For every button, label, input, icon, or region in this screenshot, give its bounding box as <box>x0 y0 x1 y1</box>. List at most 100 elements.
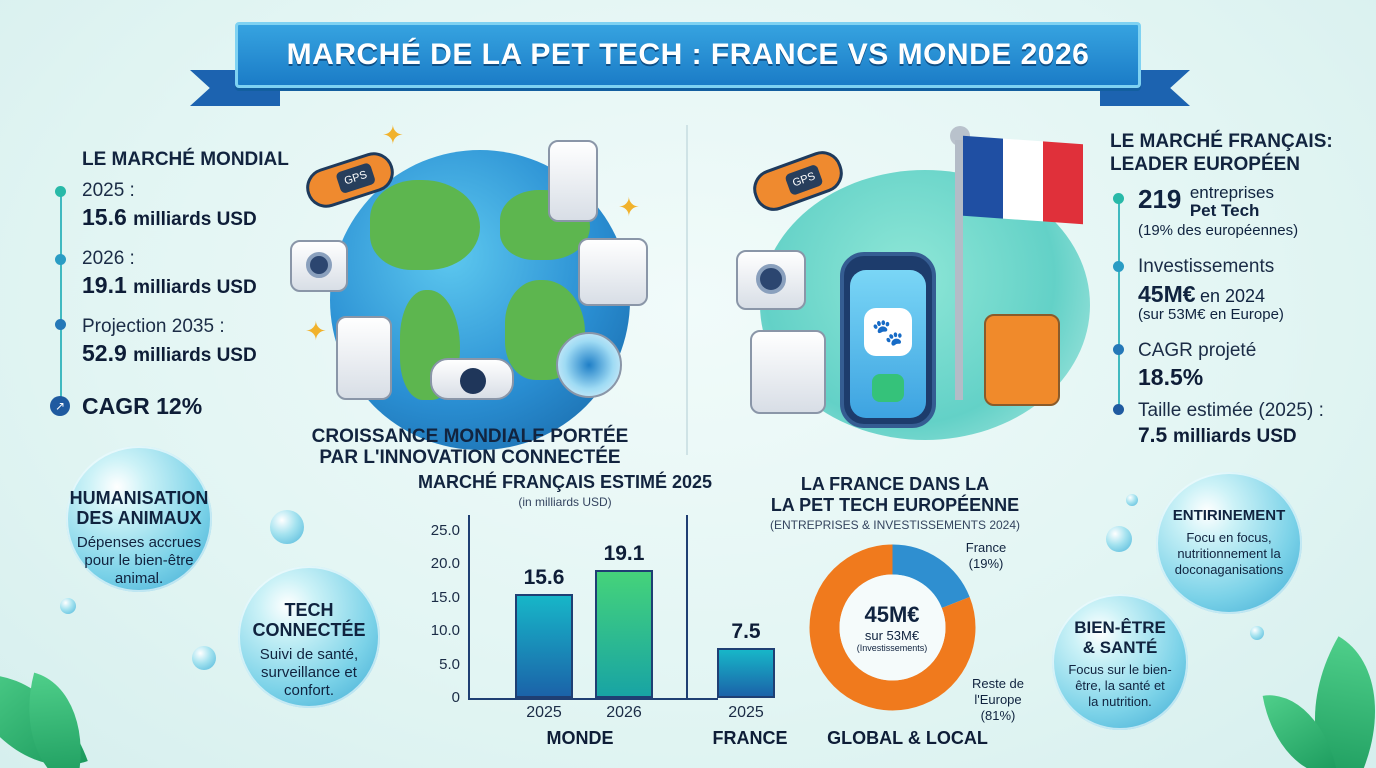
gps-tag: GPS <box>335 162 377 195</box>
paw-icon: 🐾 <box>864 308 912 356</box>
smart-display-icon <box>578 238 648 306</box>
companies-label: entreprises Pet Tech <box>1190 184 1274 220</box>
title-line: LA PET TECH EUROPÉENNE <box>770 495 1020 515</box>
wifi-hub-icon <box>556 332 622 398</box>
camera-icon <box>736 250 806 310</box>
x-tick-label: 2026 <box>606 704 642 721</box>
heading-line: LE MARCHÉ FRANÇAIS: <box>1110 131 1333 152</box>
group-label-monde: MONDE <box>546 728 614 748</box>
bubble-title: BIEN-ÊTRE <box>1074 618 1166 637</box>
center-line: (Investissements) <box>856 643 928 653</box>
x-tick-label: 2025 <box>526 704 562 721</box>
world-year-2026-label: 2026 : <box>82 248 135 269</box>
bar-chart-title: MARCHÉ FRANÇAIS ESTIMÉ 2025 <box>417 472 713 492</box>
decor-bubble <box>1126 494 1138 506</box>
donut-chart-subtitle: (ENTREPRISES & INVESTISSEMENTS 2024) <box>769 518 1021 532</box>
decor-bubble <box>192 646 216 670</box>
decor-bubble <box>60 598 76 614</box>
bubble-title: HUMANISATION <box>69 488 209 508</box>
slice-rest-of-europe <box>809 544 976 711</box>
bienetre-bubble: BIEN-ÊTRE & SANTÉ Focus sur le bien- êtr… <box>1052 594 1188 730</box>
page-title: MARCHÉ DE LA PET TECH : FRANCE VS MONDE … <box>286 38 1090 71</box>
feeder-icon <box>548 140 598 222</box>
y-tick-label: 25.0 <box>430 522 460 539</box>
bar-monde-2026 <box>595 570 653 698</box>
desc-line: Focu en focus, <box>1186 530 1272 545</box>
investment-note: (sur 53M€ en Europe) <box>1138 306 1284 323</box>
world-cagr: CAGR 12% <box>82 393 203 419</box>
value-number: 45M€ <box>1138 281 1196 307</box>
world-timeline <box>60 190 62 400</box>
france-companies: 219 entreprises Pet Tech <box>1138 184 1274 220</box>
world-market-heading: LE MARCHÉ MONDIAL <box>82 149 289 170</box>
french-flag <box>963 135 1083 225</box>
desc-line: surveillance et <box>261 664 357 681</box>
x-axis <box>468 698 718 700</box>
donut-chart <box>809 544 976 711</box>
humanisation-bubble: HUMANISATION DES ANIMAUX Dépenses accrue… <box>66 446 212 592</box>
value-number: 19.1 <box>82 272 127 298</box>
y-tick-label: 10.0 <box>430 622 460 640</box>
trend-up-icon: ↗ <box>50 396 70 416</box>
world-2026-value: 19.1 milliards USD <box>82 272 257 299</box>
decor-bubble <box>1250 626 1264 640</box>
decor-bubble <box>270 510 304 544</box>
label-line: entreprises <box>1189 183 1274 202</box>
donut-hole <box>839 574 946 681</box>
value-unit: milliards USD <box>133 209 257 230</box>
desc-line: être, la santé et <box>1075 678 1165 693</box>
pet-camera-icon <box>430 358 514 400</box>
value-unit: milliards USD <box>133 345 257 366</box>
center-value: 45M€ <box>864 602 920 627</box>
caption-line: CROISSANCE MONDIALE PORTÉE <box>311 426 629 447</box>
timeline-dot <box>1113 193 1124 204</box>
timeline-dot <box>1113 261 1124 272</box>
label-line: l'Europe <box>974 692 1022 707</box>
desc-line: doconaganisations <box>1174 562 1284 577</box>
chart-separator <box>686 515 688 698</box>
world-2025-value: 15.6 milliards USD <box>82 204 257 231</box>
world-year-2025-label: 2025 : <box>82 180 135 201</box>
center-line: sur 53M€ <box>864 628 920 643</box>
france-market-heading: LE MARCHÉ FRANÇAIS: LEADER EUROPÉEN <box>1110 130 1333 176</box>
x-tick-label: 2025 <box>728 704 764 721</box>
france-cagr-label: CAGR projeté <box>1138 340 1257 361</box>
label-line: Pet Tech <box>1189 201 1260 220</box>
y-axis <box>468 515 470 698</box>
timeline-dot <box>55 186 66 197</box>
entirinement-bubble: ENTIRINEMENT Focu en focus, nutritionnem… <box>1156 472 1302 614</box>
world-projection-label: Projection 2035 : <box>82 316 225 337</box>
desc-line: confort. <box>283 682 335 699</box>
decor-bubble <box>1106 526 1132 552</box>
companies-count: 219 <box>1138 184 1182 214</box>
timeline-dot <box>55 254 66 265</box>
camera-icon <box>290 240 348 292</box>
value-unit: milliards USD <box>133 277 257 298</box>
smartphone-icon: 🐾 <box>840 252 936 428</box>
investment-label: Investissements <box>1138 256 1275 277</box>
bubble-title: DES ANIMAUX <box>76 508 202 528</box>
sparkle-icon: ✦ <box>382 120 404 150</box>
desc-line: Focus sur le bien- <box>1068 662 1172 677</box>
value-suffix: en 2024 <box>1200 286 1266 306</box>
france-timeline <box>1118 196 1120 408</box>
donut-footer: GLOBAL & LOCAL <box>827 728 988 748</box>
bar-monde-2025 <box>515 593 573 698</box>
desc-line: la nutrition. <box>1088 694 1152 709</box>
center-divider <box>686 125 688 455</box>
timeline-dot <box>1113 344 1124 355</box>
bar-france-2025 <box>717 647 775 698</box>
feeder-icon <box>336 316 392 400</box>
value-number: 52.9 <box>82 340 127 366</box>
world-2035-value: 52.9 milliards USD <box>82 340 257 367</box>
gps-tag: GPS <box>784 163 824 197</box>
bar-value-label: 19.1 <box>603 542 645 566</box>
investment-value: 45M€ en 2024 <box>1138 281 1265 308</box>
flag-pole <box>955 140 963 400</box>
bubble-desc: Dépenses accrues pour le bien-être anima… <box>66 534 212 588</box>
value-unit: milliards USD <box>1173 426 1297 447</box>
france-cagr-value: 18.5% <box>1138 364 1204 390</box>
y-tick-label: 15.0 <box>430 588 460 606</box>
donut-chart-title: LA FRANCE DANS LA LA PET TECH EUROPÉENNE <box>745 474 1045 516</box>
check-icon <box>872 374 904 402</box>
